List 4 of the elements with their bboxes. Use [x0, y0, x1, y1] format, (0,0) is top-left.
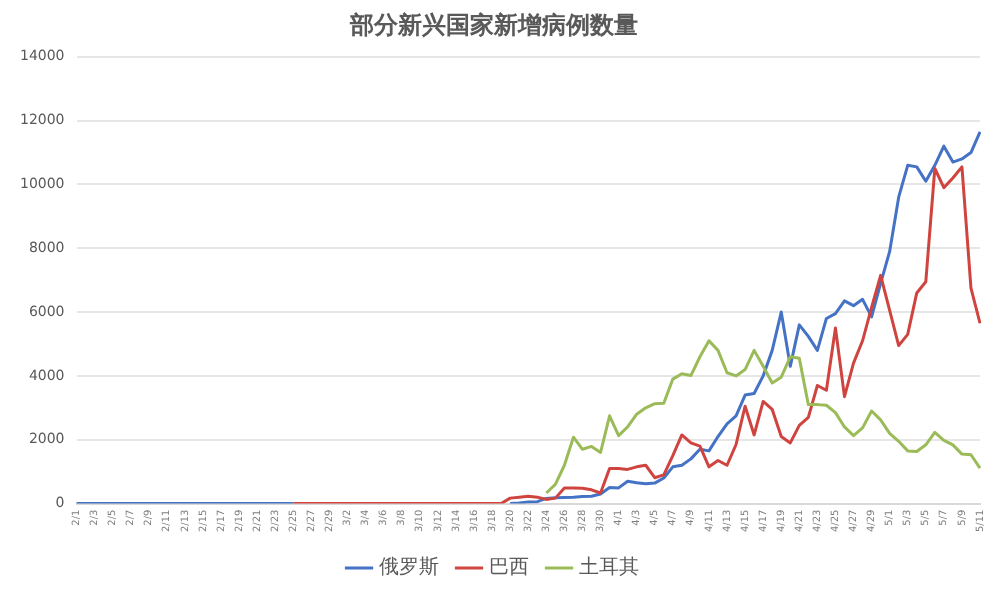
legend-label: 巴西: [489, 557, 529, 580]
legend-label: 土耳其: [579, 555, 639, 580]
legend-label: 俄罗斯: [379, 555, 439, 580]
chart-title: 部分新兴国家新增病例数量: [348, 10, 638, 39]
